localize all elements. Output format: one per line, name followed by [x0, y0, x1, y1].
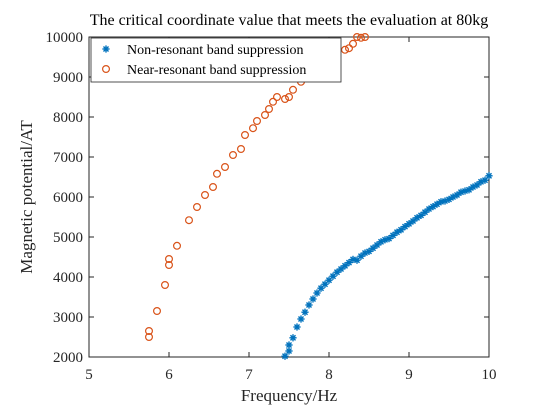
x-tick-label: 8 — [325, 367, 333, 383]
legend-box — [90, 37, 342, 83]
data-point-non-resonant — [473, 181, 481, 189]
data-point-near-resonant — [185, 216, 194, 225]
legend-asterisk-marker — [102, 45, 110, 53]
x-axis-label: Frequency/Hz — [241, 386, 338, 405]
data-point-near-resonant — [153, 307, 162, 316]
legend: Non-resonant band suppression Near-reson… — [90, 37, 342, 83]
data-point-non-resonant — [401, 223, 409, 231]
data-point-non-resonant — [281, 352, 289, 360]
data-point-near-resonant — [289, 85, 298, 94]
y-axis-label: Magnetic potential/AT — [17, 120, 36, 274]
y-tick-label: 6000 — [53, 190, 83, 206]
data-point-near-resonant — [165, 261, 174, 270]
data-point-non-resonant — [413, 214, 421, 222]
data-point-near-resonant — [341, 45, 350, 54]
data-point-near-resonant — [249, 124, 258, 133]
legend-marker-non-resonant — [102, 45, 110, 53]
data-point-near-resonant — [213, 169, 222, 178]
x-tick-label: 10 — [482, 367, 497, 383]
data-point-near-resonant — [349, 39, 358, 48]
data-point-near-resonant — [261, 110, 270, 119]
data-point-non-resonant — [285, 341, 293, 349]
data-point-near-resonant — [269, 97, 278, 106]
data-point-near-resonant — [229, 151, 238, 160]
data-point-non-resonant — [313, 289, 321, 297]
data-point-near-resonant — [253, 116, 262, 125]
data-point-near-resonant — [353, 32, 362, 41]
x-tick-label: 7 — [245, 367, 253, 383]
data-point-near-resonant — [145, 327, 154, 336]
data-point-non-resonant — [293, 323, 301, 331]
data-point-near-resonant — [273, 92, 282, 101]
x-tick-label: 6 — [165, 367, 173, 383]
y-tick-label: 5000 — [53, 230, 83, 246]
data-point-near-resonant — [193, 203, 202, 212]
data-point-non-resonant — [301, 308, 309, 316]
data-point-near-resonant — [221, 163, 230, 172]
data-point-near-resonant — [345, 44, 354, 53]
data-point-near-resonant — [145, 333, 154, 342]
plot-area — [88, 36, 490, 358]
y-tick-label: 2000 — [53, 350, 83, 366]
chart-title: The critical coordinate value that meets… — [90, 12, 489, 29]
y-tick-label: 9000 — [53, 70, 83, 86]
data-point-near-resonant — [285, 92, 294, 101]
legend-marker-near-resonant — [101, 64, 110, 73]
data-point-near-resonant — [241, 131, 250, 140]
data-point-non-resonant — [453, 191, 461, 199]
legend-label-near-resonant: Near-resonant band suppression — [127, 63, 306, 78]
data-point-near-resonant — [281, 94, 290, 103]
axis-ticks: 5 6 7 8 9 10 2000 3000 4000 5000 6000 7000 8000 9000 1… — [46, 30, 497, 383]
legend-label-non-resonant: Non-resonant band suppression — [127, 43, 304, 58]
y-tick-label: 8000 — [53, 110, 83, 126]
x-tick-label: 9 — [405, 367, 413, 383]
data-point-non-resonant — [449, 193, 457, 201]
y-tick-label: 10000 — [46, 30, 84, 46]
data-point-near-resonant — [161, 281, 170, 290]
legend-circle-marker — [101, 64, 110, 73]
y-tick-label: 4000 — [53, 270, 83, 286]
x-tick-label: 5 — [85, 367, 93, 383]
data-point-non-resonant — [309, 295, 317, 303]
data-point-near-resonant — [237, 145, 246, 154]
data-point-near-resonant — [265, 104, 274, 113]
data-point-near-resonant — [173, 241, 182, 250]
data-points — [145, 32, 493, 360]
data-point-non-resonant — [369, 244, 377, 252]
y-tick-label: 3000 — [53, 310, 83, 326]
data-point-near-resonant — [165, 255, 174, 264]
data-point-near-resonant — [357, 33, 366, 42]
data-point-non-resonant — [465, 186, 473, 194]
data-point-non-resonant — [485, 172, 493, 180]
y-tick-label: 7000 — [53, 150, 83, 166]
data-point-non-resonant — [289, 334, 297, 342]
data-point-near-resonant — [201, 191, 210, 200]
data-point-non-resonant — [297, 315, 305, 323]
data-point-near-resonant — [361, 32, 370, 41]
data-point-non-resonant — [389, 231, 397, 239]
data-point-near-resonant — [209, 183, 218, 192]
data-point-non-resonant — [305, 301, 313, 309]
data-point-non-resonant — [405, 220, 413, 228]
